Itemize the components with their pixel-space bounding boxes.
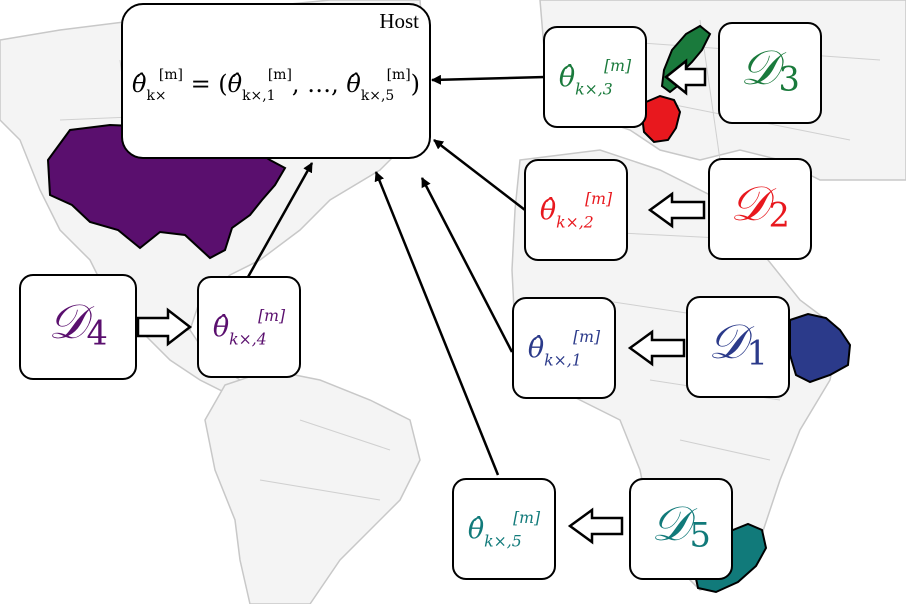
eq-lhs-symbol: θ̂ xyxy=(131,70,147,99)
dataset-box-3: 𝒟3 xyxy=(718,22,822,124)
block-arrow-d4 xyxy=(136,307,193,347)
eq-last-sub: k×,5 xyxy=(360,87,395,104)
dataset-1-label: 𝒟1 xyxy=(708,314,768,373)
eq-lhs-sup: [m] xyxy=(158,67,183,83)
eq-close: ) xyxy=(410,70,420,99)
eq-ellipsis: , …, xyxy=(291,70,347,99)
region-germany xyxy=(640,94,682,144)
arrow-param3-to-host xyxy=(431,74,546,85)
eq-first-sub: k×,1 xyxy=(242,87,276,104)
param-box-4: θ̂k×,4[m] xyxy=(197,276,301,378)
block-arrow-d2 xyxy=(647,191,706,229)
eq-open: = ( xyxy=(182,70,228,99)
param-5-label: θ̂k×,5[m] xyxy=(467,508,541,551)
dataset-5-label: 𝒟5 xyxy=(651,496,711,555)
param-box-3: θ̂k×,3[m] xyxy=(543,26,647,128)
map-south-america xyxy=(204,369,421,604)
dataset-box-4: 𝒟4 xyxy=(19,274,137,380)
arrow-param5-to-host xyxy=(374,171,500,476)
arrow-param4-to-host xyxy=(246,162,314,278)
arrow-param2-to-host xyxy=(433,139,526,211)
eq-last-sup: [m] xyxy=(386,67,411,83)
eq-first-sup: [m] xyxy=(267,67,292,83)
dataset-2-label: 𝒟2 xyxy=(730,176,790,235)
eq-last-symbol: θ̂ xyxy=(346,70,361,99)
arrow-param1-to-host xyxy=(420,177,514,353)
dataset-3-label: 𝒟3 xyxy=(740,40,800,99)
param-1-label: θ̂k×,1[m] xyxy=(527,327,601,370)
eq-first-symbol: θ̂ xyxy=(227,70,243,99)
param-box-5: θ̂k×,5[m] xyxy=(452,478,556,580)
param-box-2: θ̂k×,2[m] xyxy=(524,159,628,261)
param-2-label: θ̂k×,2[m] xyxy=(539,189,613,232)
host-equation: θ̂k×[m] = (θ̂k×,1[m], …, θ̂k×,5[m]) xyxy=(123,67,429,104)
dataset-box-1: 𝒟1 xyxy=(686,296,790,398)
dataset-box-2: 𝒟2 xyxy=(708,158,812,260)
eq-lhs-sub: k× xyxy=(146,87,167,104)
block-arrow-d1 xyxy=(627,329,686,367)
param-3-label: θ̂k×,3[m] xyxy=(558,56,632,99)
dataset-box-5: 𝒟5 xyxy=(629,478,733,580)
param-4-label: θ̂k×,4[m] xyxy=(212,306,286,349)
dataset-4-label: 𝒟4 xyxy=(48,294,108,353)
param-box-1: θ̂k×,1[m] xyxy=(512,297,616,399)
region-ethiopia xyxy=(789,312,852,384)
block-arrow-d5 xyxy=(567,507,624,545)
host-box: Host θ̂k×[m] = (θ̂k×,1[m], …, θ̂k×,5[m]) xyxy=(121,3,431,159)
host-label: Host xyxy=(379,9,419,33)
block-arrow-d3 xyxy=(663,58,707,96)
